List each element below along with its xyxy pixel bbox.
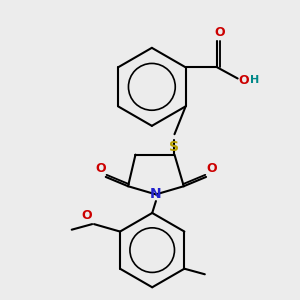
- Text: O: O: [206, 162, 217, 175]
- Text: O: O: [214, 26, 225, 40]
- Text: O: O: [82, 209, 92, 222]
- Text: O: O: [238, 74, 249, 87]
- Text: N: N: [150, 188, 162, 201]
- Text: S: S: [169, 140, 179, 154]
- Text: O: O: [95, 162, 106, 175]
- Text: H: H: [250, 75, 259, 85]
